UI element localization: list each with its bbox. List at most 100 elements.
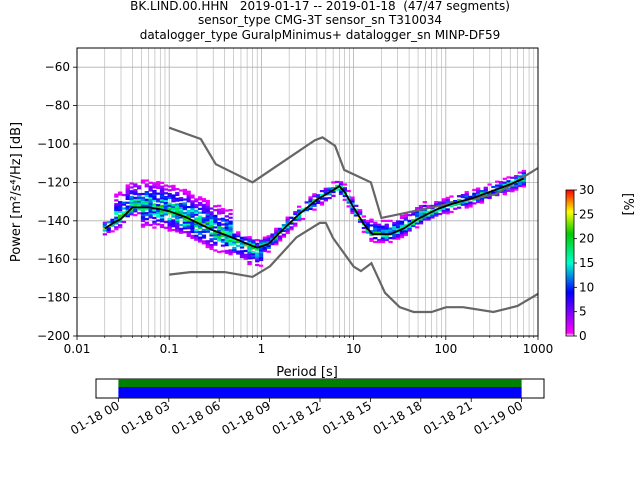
- density-cell: [422, 218, 427, 221]
- density-cell: [274, 231, 279, 234]
- density-cell: [396, 226, 401, 229]
- density-cell: [468, 195, 473, 198]
- density-cell: [224, 242, 229, 245]
- density-cell: [407, 229, 412, 232]
- density-cell: [133, 210, 138, 213]
- density-cell: [426, 218, 431, 221]
- density-cell: [495, 190, 500, 193]
- density-cell: [258, 241, 264, 244]
- density-cell: [354, 214, 359, 217]
- density-cell: [426, 210, 431, 213]
- density-cell: [213, 232, 218, 235]
- density-cell: [415, 214, 420, 217]
- density-cell: [152, 209, 157, 212]
- density-cell: [460, 203, 466, 206]
- density-cell: [205, 215, 210, 218]
- density-cell: [201, 209, 207, 212]
- density-cell: [171, 213, 176, 216]
- density-cell: [239, 242, 245, 245]
- density-cell: [239, 255, 245, 259]
- density-cell: [175, 214, 180, 218]
- density-cell: [239, 244, 245, 247]
- density-cell: [297, 215, 302, 218]
- density-cell: [350, 211, 355, 215]
- density-cell: [182, 192, 188, 195]
- density-cell: [190, 223, 195, 226]
- density-cell: [178, 227, 184, 231]
- density-cell: [163, 197, 168, 201]
- density-cell: [205, 244, 210, 247]
- density-cell: [194, 198, 199, 201]
- density-cell: [373, 240, 378, 244]
- density-cell: [152, 186, 157, 189]
- density-cell: [285, 226, 290, 229]
- density-cell: [224, 209, 229, 212]
- density-cell: [140, 214, 146, 217]
- density-cell: [297, 211, 302, 214]
- density-cell: [396, 224, 401, 227]
- density-cell: [213, 241, 218, 244]
- density-cell: [369, 237, 374, 240]
- density-cell: [182, 217, 188, 220]
- density-cell: [483, 186, 488, 189]
- coverage-tick-label: 01-18 09: [219, 398, 273, 437]
- density-cell: [182, 221, 188, 224]
- density-cell: [201, 211, 207, 214]
- density-cell: [399, 214, 405, 218]
- density-cell: [117, 210, 123, 213]
- density-cell: [266, 240, 271, 244]
- colorbar-tick-label: 25: [579, 207, 594, 221]
- density-cell: [152, 222, 157, 225]
- density-cell: [449, 205, 454, 208]
- density-cell: [106, 221, 111, 224]
- density-cell: [228, 251, 233, 254]
- density-cell: [156, 205, 161, 209]
- density-cell: [144, 194, 149, 198]
- density-cell: [338, 192, 344, 195]
- density-cell: [156, 223, 161, 226]
- density-cell: [148, 198, 153, 202]
- density-cell: [159, 225, 165, 229]
- density-cell: [361, 230, 367, 233]
- density-cell: [220, 250, 226, 253]
- density-cell: [171, 188, 176, 191]
- density-cell: [201, 242, 207, 245]
- density-cell: [205, 201, 210, 204]
- density-cell: [201, 230, 207, 233]
- density-cell: [129, 199, 134, 202]
- density-cell: [277, 235, 283, 238]
- y-axis-label: Power [m²/s⁴/Hz] [dB]: [9, 122, 24, 262]
- density-cell: [178, 212, 184, 215]
- density-cell: [422, 212, 427, 215]
- density-cell: [350, 198, 355, 201]
- density-cell: [357, 212, 363, 216]
- density-cell: [331, 187, 336, 190]
- density-cell: [376, 231, 382, 234]
- density-cell: [213, 216, 218, 219]
- density-cell: [297, 217, 302, 220]
- density-cell: [220, 219, 226, 222]
- density-cell: [384, 225, 389, 228]
- density-cell: [464, 206, 469, 209]
- density-cell: [277, 237, 283, 240]
- chart-title-line3: datalogger_type GuralpMinimus+ datalogge…: [139, 28, 501, 42]
- density-cell: [213, 233, 218, 237]
- density-cell: [418, 220, 424, 223]
- density-cell: [346, 201, 351, 204]
- density-cell: [163, 211, 168, 214]
- density-cell: [220, 244, 226, 247]
- density-cell: [434, 212, 439, 215]
- density-cell: [430, 216, 435, 219]
- density-cell: [342, 189, 348, 192]
- coverage-tick-label: 01-18 15: [320, 398, 374, 437]
- density-cell: [140, 198, 146, 201]
- density-cell: [361, 221, 367, 224]
- density-cell: [479, 201, 485, 204]
- density-cell: [258, 239, 264, 242]
- density-cell: [323, 189, 328, 192]
- density-cell: [357, 218, 363, 221]
- density-cell: [182, 225, 188, 228]
- density-cell: [399, 234, 405, 237]
- density-cell: [255, 258, 260, 261]
- density-cell: [201, 203, 207, 207]
